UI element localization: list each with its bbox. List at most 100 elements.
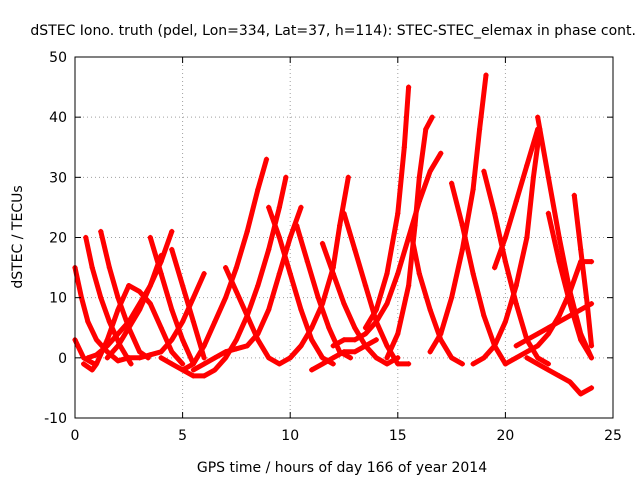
series-trace xyxy=(449,180,508,367)
data-point-marker xyxy=(449,355,455,361)
data-point-marker xyxy=(395,210,401,216)
y-tick-label: 0 xyxy=(58,351,67,367)
data-point-marker xyxy=(309,325,315,331)
data-point-marker xyxy=(373,319,379,325)
data-point-marker xyxy=(449,295,455,301)
data-point-marker xyxy=(298,343,304,349)
data-point-marker xyxy=(362,331,369,337)
data-point-marker xyxy=(98,295,104,301)
data-point-marker xyxy=(104,337,110,343)
data-point-marker xyxy=(578,307,584,313)
y-axis-label: dSTEC / TECUs xyxy=(10,185,26,288)
data-point-marker xyxy=(483,72,489,78)
data-point-marker xyxy=(406,361,412,367)
series-trace xyxy=(363,84,412,331)
data-point-marker xyxy=(502,319,508,325)
data-point-marker xyxy=(212,319,218,325)
data-point-marker xyxy=(481,313,487,319)
y-tick-label: 30 xyxy=(49,170,67,186)
data-point-marker xyxy=(128,361,134,367)
data-point-marker xyxy=(556,373,562,379)
data-point-marker xyxy=(115,343,121,349)
data-point-marker xyxy=(330,361,336,367)
data-point-marker xyxy=(147,283,153,289)
data-point-marker xyxy=(429,114,435,120)
data-point-marker xyxy=(502,361,508,367)
data-point-marker xyxy=(126,283,132,289)
y-tick-label: 40 xyxy=(49,110,67,126)
data-point-marker xyxy=(438,150,444,156)
data-point-marker xyxy=(524,355,530,361)
x-tick-label: 10 xyxy=(281,428,299,444)
data-point-marker xyxy=(126,325,132,331)
data-point-marker xyxy=(406,283,412,289)
series-16 xyxy=(266,204,336,367)
data-point-marker xyxy=(304,259,310,265)
data-point-marker xyxy=(384,361,390,367)
data-point-marker xyxy=(169,307,175,313)
data-point-marker xyxy=(319,361,326,367)
data-point-marker xyxy=(115,295,121,301)
data-point-marker xyxy=(545,331,551,337)
data-point-marker xyxy=(190,367,196,373)
data-point-marker xyxy=(545,361,551,367)
data-point-marker xyxy=(89,265,95,271)
data-point-marker xyxy=(423,126,429,132)
data-point-marker xyxy=(137,355,143,361)
data-point-marker xyxy=(492,265,498,271)
data-point-marker xyxy=(137,307,143,313)
series-trace xyxy=(98,229,151,361)
data-point-marker xyxy=(416,174,422,180)
data-point-marker xyxy=(459,361,465,367)
data-point-marker xyxy=(158,325,164,331)
data-point-marker xyxy=(330,355,336,361)
data-point-marker xyxy=(294,222,300,229)
data-point-marker xyxy=(588,355,595,361)
data-point-marker xyxy=(459,246,465,253)
data-point-marker xyxy=(401,144,407,150)
data-point-marker xyxy=(556,319,562,325)
data-point-marker xyxy=(481,168,487,174)
data-point-marker xyxy=(315,295,321,301)
data-point-marker xyxy=(352,325,358,331)
data-point-marker xyxy=(158,252,164,259)
y-tick-label: 20 xyxy=(49,231,67,247)
data-point-marker xyxy=(362,283,369,289)
data-point-marker xyxy=(578,391,584,397)
data-point-marker xyxy=(201,271,207,277)
series-25 xyxy=(408,228,465,367)
data-point-marker xyxy=(266,204,272,210)
data-point-marker xyxy=(255,186,261,192)
series-14 xyxy=(190,204,304,373)
data-point-marker xyxy=(416,271,422,277)
series-35 xyxy=(571,192,595,349)
series-trace xyxy=(126,283,186,367)
data-point-marker xyxy=(115,307,121,313)
series-26 xyxy=(427,72,489,355)
data-point-marker xyxy=(319,240,326,247)
data-point-marker xyxy=(530,174,536,180)
data-point-marker xyxy=(524,234,530,241)
data-point-marker xyxy=(266,355,272,361)
data-point-marker xyxy=(567,301,573,307)
data-point-marker xyxy=(535,343,541,349)
data-point-marker xyxy=(137,289,143,295)
data-point-marker xyxy=(244,343,250,349)
series-28 xyxy=(481,168,551,367)
data-point-marker xyxy=(427,349,433,355)
y-tick-label: 50 xyxy=(49,50,67,66)
data-point-marker xyxy=(180,283,186,289)
series-29 xyxy=(470,126,543,367)
data-point-marker xyxy=(93,352,100,358)
data-point-marker xyxy=(276,234,282,241)
data-point-marker xyxy=(104,343,110,349)
data-point-marker xyxy=(330,271,336,277)
data-point-marker xyxy=(83,234,89,241)
data-point-marker xyxy=(147,234,153,241)
data-point-marker xyxy=(223,295,229,301)
data-point-marker xyxy=(276,271,282,277)
data-point-marker xyxy=(233,289,239,295)
y-tick-label: 10 xyxy=(49,291,67,307)
